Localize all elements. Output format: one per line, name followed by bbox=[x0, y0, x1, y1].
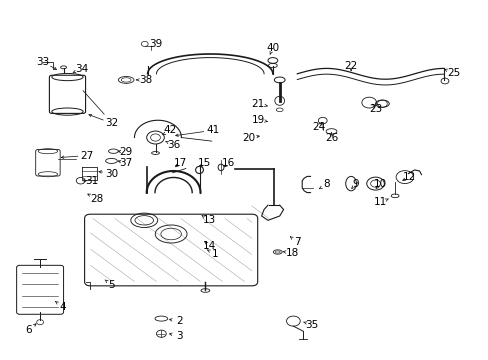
Text: 30: 30 bbox=[105, 168, 118, 179]
Text: 34: 34 bbox=[75, 64, 89, 74]
Text: 4: 4 bbox=[59, 302, 66, 312]
Text: 33: 33 bbox=[36, 57, 50, 67]
Text: 31: 31 bbox=[85, 176, 99, 186]
Text: 14: 14 bbox=[202, 240, 216, 251]
Text: 6: 6 bbox=[25, 325, 32, 336]
Text: 9: 9 bbox=[352, 179, 359, 189]
Text: 23: 23 bbox=[368, 104, 382, 114]
Text: 16: 16 bbox=[222, 158, 235, 168]
Text: 27: 27 bbox=[80, 150, 94, 161]
Text: 17: 17 bbox=[173, 158, 186, 168]
Text: 12: 12 bbox=[402, 172, 416, 182]
Text: 37: 37 bbox=[119, 158, 133, 168]
Text: 29: 29 bbox=[119, 147, 133, 157]
Text: 22: 22 bbox=[344, 60, 357, 71]
Text: 39: 39 bbox=[148, 39, 162, 49]
Text: 7: 7 bbox=[293, 237, 300, 247]
Text: 35: 35 bbox=[305, 320, 318, 330]
Text: 19: 19 bbox=[251, 114, 264, 125]
Text: 36: 36 bbox=[166, 140, 180, 150]
Text: 10: 10 bbox=[373, 179, 386, 189]
Text: 3: 3 bbox=[176, 330, 183, 341]
Text: 20: 20 bbox=[242, 132, 254, 143]
Text: 41: 41 bbox=[205, 125, 219, 135]
Text: 42: 42 bbox=[163, 125, 177, 135]
Text: 8: 8 bbox=[323, 179, 329, 189]
Text: 40: 40 bbox=[266, 42, 279, 53]
Text: 25: 25 bbox=[446, 68, 460, 78]
Text: 38: 38 bbox=[139, 75, 152, 85]
Text: 18: 18 bbox=[285, 248, 299, 258]
Text: 26: 26 bbox=[324, 132, 338, 143]
Text: 28: 28 bbox=[90, 194, 103, 204]
Text: 1: 1 bbox=[211, 249, 218, 259]
Text: 32: 32 bbox=[104, 118, 118, 128]
Text: 13: 13 bbox=[202, 215, 216, 225]
Text: 11: 11 bbox=[373, 197, 386, 207]
Text: 24: 24 bbox=[311, 122, 325, 132]
Text: 15: 15 bbox=[197, 158, 211, 168]
Text: 21: 21 bbox=[251, 99, 264, 109]
Text: 2: 2 bbox=[176, 316, 183, 326]
Text: 5: 5 bbox=[108, 280, 115, 290]
